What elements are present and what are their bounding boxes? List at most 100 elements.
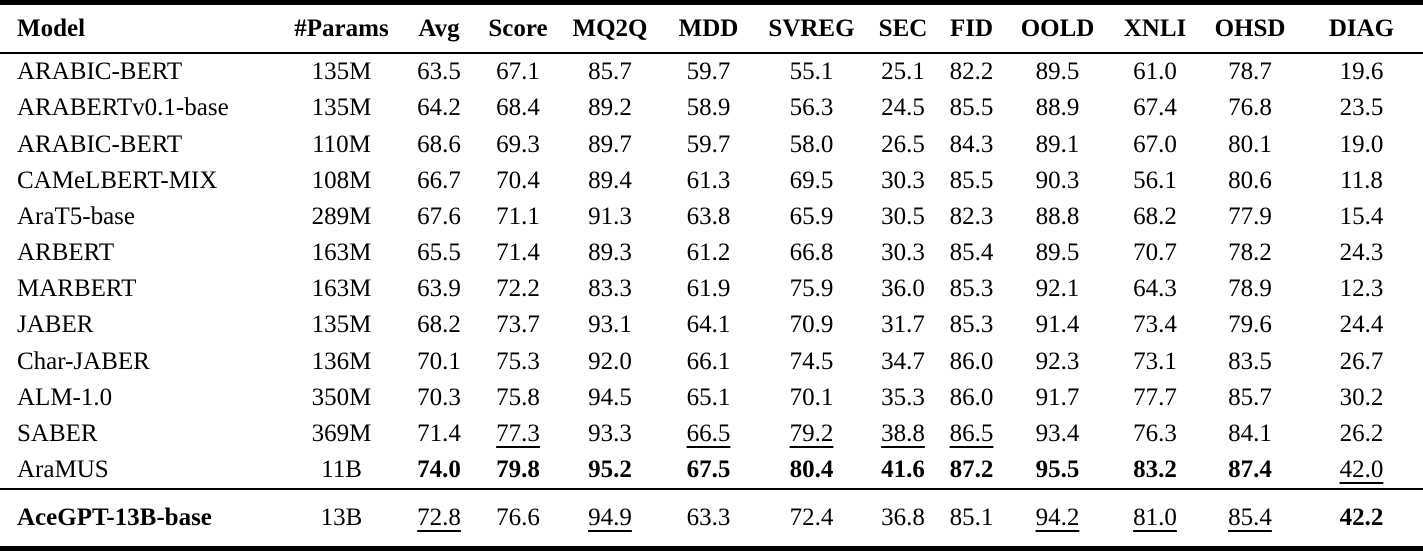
value-cell-score: 75.3	[496, 347, 540, 375]
table-row: ARABIC-BERT 135M 63.5 67.1 85.7 59.7 55.1 25.1 8…	[0, 53, 1423, 90]
model-name-cell: SABER	[17, 420, 98, 448]
model-name-cell: AraT5-base	[17, 202, 135, 230]
value-cell-diag: 42.2	[1339, 504, 1384, 532]
value-cell-xnli: 81.0	[1133, 504, 1177, 532]
value-cell-fid: 85.3	[949, 275, 994, 303]
value-cell-score: 72.2	[496, 275, 540, 303]
table-row: Char-JABER 136M 70.1 75.3 92.0 66.1 74.5 34.7 86…	[0, 344, 1423, 380]
value-cell-sec: 25.1	[881, 58, 925, 86]
value-cell-mq2q: 93.3	[588, 420, 632, 448]
value-cell-fid: 85.4	[949, 239, 994, 267]
value-cell-svreg: 74.5	[789, 347, 834, 375]
value-cell-ohsd: 79.6	[1228, 311, 1272, 339]
value-cell-mdd: 65.1	[686, 383, 731, 411]
value-cell-avg: 68.2	[417, 311, 461, 339]
column-header-mq2q: MQ2Q	[572, 15, 648, 42]
value-cell-score: 71.4	[496, 239, 540, 267]
value-cell-fid: 86.0	[949, 347, 994, 375]
value-cell-params: 350M	[311, 383, 372, 411]
value-cell-fid: 85.3	[949, 311, 994, 339]
value-cell-sec: 30.3	[881, 166, 925, 194]
value-cell-diag: 23.5	[1339, 94, 1384, 122]
model-name-cell: ARABIC-BERT	[17, 58, 183, 86]
value-cell-params: 11B	[321, 456, 362, 484]
value-cell-mq2q: 85.7	[588, 58, 632, 86]
value-cell-avg: 63.5	[417, 58, 461, 86]
value-cell-mdd: 66.1	[686, 347, 731, 375]
value-cell-sec: 31.7	[881, 311, 925, 339]
value-cell-avg: 71.4	[417, 420, 461, 448]
value-cell-mdd: 61.9	[686, 275, 731, 303]
value-cell-ohsd: 78.7	[1228, 58, 1272, 86]
column-header-params: #Params	[294, 15, 389, 42]
model-name-cell: ALM-1.0	[17, 383, 113, 411]
value-cell-fid: 86.5	[949, 420, 994, 448]
value-cell-xnli: 64.3	[1133, 275, 1177, 303]
value-cell-svreg: 70.1	[789, 383, 834, 411]
value-cell-ohsd: 78.2	[1228, 239, 1272, 267]
value-cell-params: 163M	[311, 275, 372, 303]
value-cell-oold: 94.2	[1035, 504, 1080, 532]
model-name-cell: AceGPT-13B-base	[17, 504, 212, 532]
value-cell-avg: 74.0	[417, 456, 461, 484]
table-header: Model #Params Avg Score MQ2Q MDD SVREG SEC FID OO…	[0, 3, 1423, 53]
value-cell-sec: 24.5	[881, 94, 925, 122]
value-cell-diag: 26.7	[1339, 347, 1384, 375]
table-row: MARBERT 163M 63.9 72.2 83.3 61.9 75.9 36.0 85.3 9…	[0, 271, 1423, 307]
value-cell-oold: 89.5	[1035, 58, 1080, 86]
model-name-cell: AraMUS	[17, 456, 109, 484]
value-cell-xnli: 77.7	[1133, 383, 1177, 411]
value-cell-score: 68.4	[496, 94, 540, 122]
value-cell-xnli: 67.0	[1133, 130, 1177, 158]
model-name-cell: ARABERTv0.1-base	[17, 94, 229, 122]
column-header-model: Model	[17, 15, 86, 42]
value-cell-mq2q: 92.0	[588, 347, 632, 375]
value-cell-svreg: 72.4	[789, 504, 834, 532]
value-cell-svreg: 80.4	[789, 456, 834, 484]
value-cell-oold: 92.1	[1035, 275, 1080, 303]
value-cell-mq2q: 89.3	[588, 239, 632, 267]
value-cell-svreg: 70.9	[789, 311, 834, 339]
value-cell-diag: 42.0	[1339, 456, 1384, 484]
value-cell-xnli: 56.1	[1133, 166, 1177, 194]
value-cell-ohsd: 83.5	[1228, 347, 1272, 375]
value-cell-ohsd: 85.4	[1228, 504, 1272, 532]
value-cell-score: 75.8	[496, 383, 540, 411]
model-name-cell: ARABIC-BERT	[17, 130, 183, 158]
value-cell-diag: 26.2	[1339, 420, 1384, 448]
value-cell-svreg: 65.9	[789, 202, 834, 230]
value-cell-avg: 64.2	[417, 94, 461, 122]
value-cell-fid: 82.2	[949, 58, 994, 86]
value-cell-mdd: 58.9	[686, 94, 731, 122]
value-cell-avg: 66.7	[417, 166, 461, 194]
value-cell-diag: 24.4	[1339, 311, 1384, 339]
value-cell-oold: 88.9	[1035, 94, 1080, 122]
value-cell-svreg: 75.9	[789, 275, 834, 303]
value-cell-oold: 88.8	[1035, 202, 1080, 230]
value-cell-params: 135M	[311, 94, 372, 122]
value-cell-fid: 85.1	[949, 504, 994, 532]
value-cell-xnli: 68.2	[1133, 202, 1177, 230]
value-cell-fid: 82.3	[949, 202, 994, 230]
model-name-cell: CAMeLBERT-MIX	[17, 166, 218, 194]
value-cell-ohsd: 87.4	[1228, 456, 1272, 484]
value-cell-mdd: 59.7	[686, 130, 731, 158]
value-cell-oold: 90.3	[1035, 166, 1080, 194]
value-cell-score: 73.7	[496, 311, 540, 339]
value-cell-xnli: 83.2	[1133, 456, 1177, 484]
value-cell-oold: 91.7	[1035, 383, 1080, 411]
value-cell-mq2q: 89.7	[588, 130, 632, 158]
value-cell-params: 369M	[311, 420, 372, 448]
value-cell-ohsd: 84.1	[1228, 420, 1272, 448]
value-cell-mq2q: 94.5	[588, 383, 632, 411]
value-cell-fid: 85.5	[949, 166, 994, 194]
column-header-oold: OOLD	[1020, 15, 1095, 42]
column-header-avg: Avg	[418, 15, 460, 42]
value-cell-oold: 95.5	[1035, 456, 1080, 484]
value-cell-mdd: 64.1	[686, 311, 731, 339]
value-cell-mq2q: 94.9	[588, 504, 632, 532]
value-cell-score: 77.3	[496, 420, 540, 448]
value-cell-mdd: 66.5	[686, 420, 731, 448]
value-cell-mq2q: 93.1	[588, 311, 632, 339]
